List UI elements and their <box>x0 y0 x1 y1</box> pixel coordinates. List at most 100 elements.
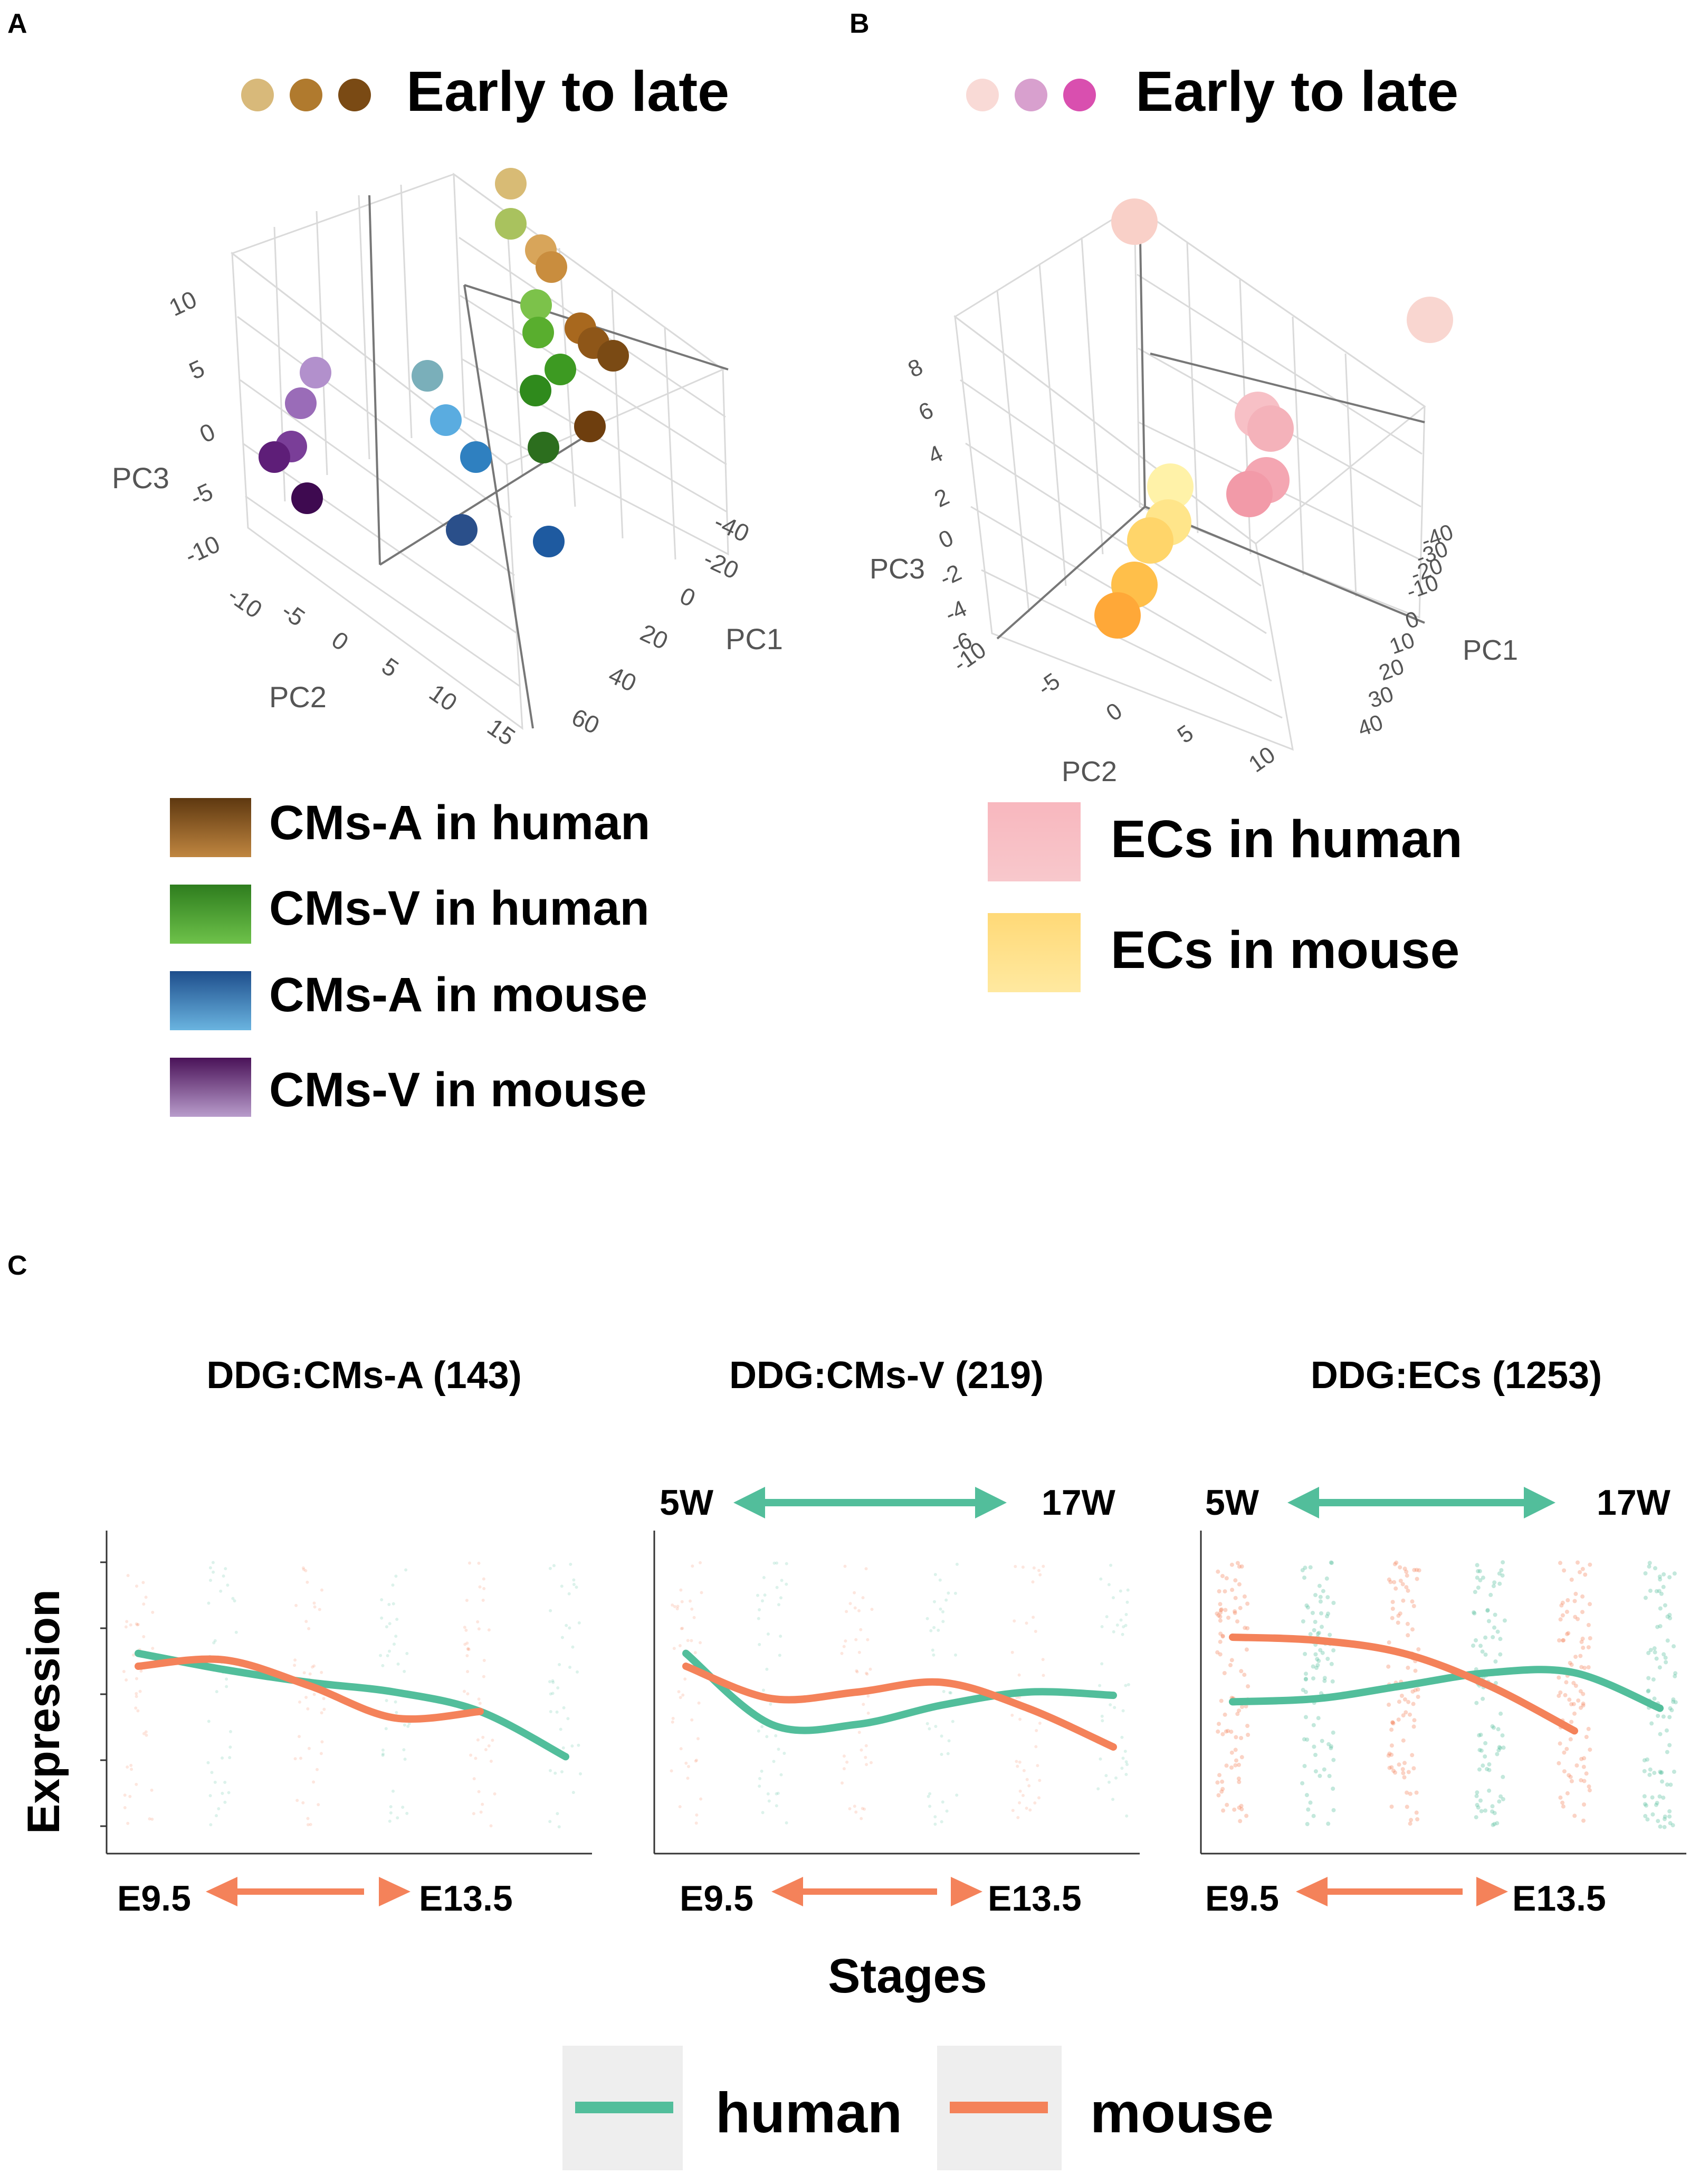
pc2-tick: 0 <box>1102 698 1127 726</box>
gene-point <box>1411 1604 1416 1608</box>
panel-c-y-label: Expression <box>18 1589 69 1834</box>
gene-point <box>1233 1596 1238 1600</box>
gene-point <box>777 1603 780 1607</box>
gene-point <box>948 1691 952 1694</box>
pc2-tick: 10 <box>1244 742 1280 777</box>
gene-point <box>1239 1736 1244 1740</box>
gene-point <box>1229 1765 1234 1770</box>
gene-point <box>1473 1590 1477 1594</box>
gene-point <box>842 1767 846 1771</box>
gene-point <box>1330 1561 1334 1565</box>
gene-point <box>301 1801 305 1805</box>
gene-point <box>1121 1709 1125 1713</box>
gene-point <box>761 1599 764 1603</box>
gene-point <box>1573 1615 1578 1619</box>
gene-point <box>1305 1737 1310 1742</box>
legend-swatch-ecs-human <box>988 802 1081 881</box>
legend-swatch-cms-a-mouse <box>170 971 251 1030</box>
gene-point <box>1228 1663 1233 1667</box>
panel-a-gradient-dot-early <box>241 79 274 111</box>
gene-point <box>931 1648 934 1652</box>
gene-point <box>1313 1753 1318 1757</box>
gene-point <box>1235 1712 1240 1716</box>
gene-point <box>309 1822 312 1826</box>
gene-point <box>477 1561 481 1565</box>
gene-point <box>859 1628 863 1631</box>
gene-point <box>1642 1794 1647 1799</box>
gene-point <box>1588 1636 1592 1640</box>
gene-point <box>571 1645 575 1649</box>
gene-point <box>1218 1652 1223 1657</box>
gene-point <box>1105 1615 1109 1619</box>
gene-point <box>139 1669 143 1673</box>
mouse-range-arrow <box>206 1877 411 1906</box>
gene-point <box>293 1757 297 1761</box>
gene-point <box>226 1583 230 1587</box>
gene-point <box>1567 1697 1572 1702</box>
gene-point <box>1574 1763 1579 1768</box>
gene-point <box>1410 1599 1415 1604</box>
gene-point <box>941 1800 944 1804</box>
gene-point <box>1668 1821 1673 1826</box>
gene-point <box>1225 1802 1229 1807</box>
panel-c-legend: human mouse <box>562 2046 1274 2170</box>
gene-point <box>1569 1779 1574 1783</box>
gene-point <box>1229 1730 1234 1734</box>
gene-point <box>134 1706 138 1710</box>
gene-point <box>1125 1814 1129 1818</box>
gene-point <box>925 1617 929 1620</box>
gene-point <box>1474 1638 1478 1642</box>
gene-point <box>1018 1789 1022 1793</box>
gene-point <box>379 1654 383 1657</box>
gene-point <box>775 1792 778 1796</box>
gene-point <box>1646 1676 1651 1680</box>
gene-point <box>1646 1688 1651 1693</box>
gene-point <box>1390 1600 1395 1604</box>
gene-point <box>1017 1673 1021 1677</box>
gene-point <box>1226 1616 1230 1620</box>
gene-point <box>1220 1634 1225 1639</box>
gene-point <box>1562 1750 1567 1755</box>
gene-point <box>551 1679 555 1683</box>
gene-point <box>866 1711 870 1715</box>
data-point <box>412 360 443 392</box>
gene-point <box>213 1639 217 1642</box>
gene-point <box>1485 1767 1489 1771</box>
gene-point <box>684 1761 688 1765</box>
data-point <box>597 340 629 372</box>
gene-point <box>1389 1805 1394 1809</box>
gene-point <box>697 1701 701 1705</box>
gene-point <box>1233 1578 1238 1583</box>
panel-a-pc2-ticks: -10 -5 0 5 10 15 <box>223 581 520 751</box>
gene-point <box>1243 1626 1247 1630</box>
gene-point <box>941 1610 944 1613</box>
gene-point <box>853 1805 856 1808</box>
gene-point <box>857 1731 861 1734</box>
gene-point <box>1406 1665 1410 1670</box>
gene-point <box>1497 1571 1502 1576</box>
pc1-tick: 30 <box>1365 681 1397 713</box>
gene-point <box>1245 1601 1250 1606</box>
gene-point <box>1316 1658 1321 1663</box>
gene-point <box>1661 1714 1666 1719</box>
gene-point <box>1404 1585 1409 1590</box>
gene-point <box>1569 1663 1574 1667</box>
gene-point <box>1302 1575 1306 1580</box>
gene-point <box>136 1623 140 1626</box>
gene-point <box>1242 1594 1247 1599</box>
human-curve <box>1229 1666 1664 1712</box>
gene-point <box>304 1620 308 1623</box>
gene-point <box>1313 1593 1318 1598</box>
data-point <box>495 208 527 240</box>
gene-point <box>1658 1770 1663 1775</box>
panel-a: Early to late <box>112 59 783 1117</box>
gene-point <box>1478 1732 1483 1737</box>
gene-point <box>1642 1769 1647 1773</box>
gene-point <box>228 1756 232 1760</box>
gene-point <box>1325 1595 1330 1600</box>
panel-b-points <box>1094 198 1453 639</box>
gene-point <box>301 1566 305 1570</box>
gene-point <box>1100 1625 1104 1628</box>
pc1-tick: -20 <box>700 545 743 584</box>
gene-point <box>1588 1562 1592 1567</box>
